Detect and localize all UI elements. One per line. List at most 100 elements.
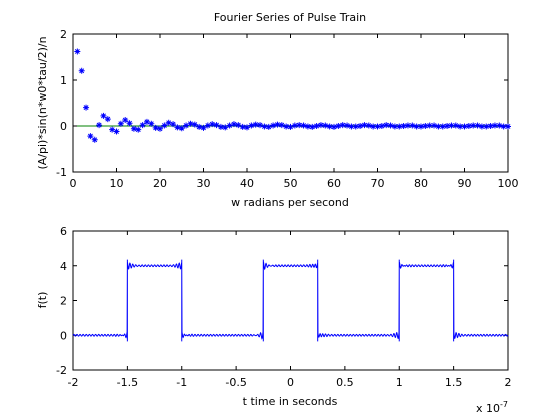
data-point — [152, 124, 159, 131]
data-point — [157, 125, 163, 132]
y-tick-label: 1 — [60, 74, 67, 87]
x-axis-ticks: 0 10 20 30 40 50 60 70 80 90 100 — [70, 34, 519, 190]
data-point — [244, 124, 250, 131]
data-point — [444, 123, 451, 129]
data-point — [139, 122, 146, 129]
data-point — [170, 121, 177, 128]
data-point — [357, 123, 364, 129]
data-point — [313, 123, 320, 129]
data-point — [109, 126, 116, 133]
data-point — [335, 123, 342, 129]
data-point — [400, 123, 407, 129]
data-point — [478, 123, 485, 130]
x-tick-label: 30 — [197, 177, 211, 190]
x-axis-multiplier-exponent: -7 — [500, 400, 508, 409]
data-point — [465, 123, 472, 129]
data-point — [265, 123, 272, 130]
x-tick-label: 10 — [110, 177, 124, 190]
data-points — [74, 48, 511, 143]
x-tick-label: 1 — [396, 376, 403, 389]
data-point — [496, 122, 503, 129]
data-point — [283, 123, 290, 130]
data-point — [296, 122, 303, 129]
data-point — [230, 121, 237, 128]
data-point — [487, 123, 494, 129]
data-point — [317, 122, 324, 129]
data-point — [183, 122, 190, 129]
data-point — [135, 126, 142, 133]
x-axis-label: t time in seconds — [243, 395, 338, 408]
data-point — [383, 122, 390, 129]
data-point — [413, 123, 420, 130]
data-point — [209, 121, 216, 128]
data-point — [148, 120, 155, 127]
x-tick-label: 20 — [153, 177, 167, 190]
pulse-train-chart: -2 -1.5 -1 -0.5 0 0.5 1 1.5 2 -2 0 2 4 6 t time in s… — [36, 225, 512, 415]
x-tick-label: 0 — [70, 177, 77, 190]
x-axis-multiplier-base: x 10 — [476, 402, 500, 415]
data-point — [439, 123, 446, 130]
data-point — [396, 123, 403, 130]
data-point — [196, 123, 203, 130]
data-point — [257, 122, 264, 129]
data-point — [96, 122, 103, 129]
data-point — [130, 125, 137, 132]
data-point — [457, 123, 464, 130]
x-tick-label: 80 — [414, 177, 428, 190]
data-point — [165, 119, 172, 126]
data-point — [104, 116, 111, 123]
data-point — [431, 122, 438, 129]
pulse-train-line — [72, 259, 509, 342]
data-point — [435, 123, 442, 130]
x-tick-label: 2 — [505, 376, 512, 389]
data-point — [239, 123, 246, 130]
x-tick-label: 90 — [458, 177, 472, 190]
data-point — [361, 122, 368, 129]
data-point — [174, 124, 181, 131]
data-point — [274, 121, 281, 128]
x-tick-label: 50 — [284, 177, 298, 190]
data-point — [391, 123, 398, 130]
data-point — [74, 48, 81, 55]
data-point — [426, 122, 433, 129]
y-tick-label: 2 — [60, 295, 67, 308]
data-point — [270, 122, 277, 129]
data-point — [87, 133, 94, 140]
data-point — [126, 120, 133, 127]
data-point — [291, 122, 298, 129]
data-point — [352, 123, 359, 130]
data-point — [326, 123, 333, 130]
y-tick-label: 0 — [60, 120, 67, 133]
data-point — [83, 104, 90, 111]
data-point — [226, 122, 233, 129]
data-point — [287, 123, 294, 130]
x-tick-label: 0.5 — [336, 376, 354, 389]
data-point — [78, 67, 85, 74]
y-axis-label: f(t) — [36, 292, 49, 309]
data-point — [470, 122, 477, 129]
plot-area-frame — [72, 230, 509, 371]
data-point — [365, 122, 372, 129]
data-point — [483, 123, 490, 130]
data-point — [143, 118, 150, 125]
data-point — [374, 123, 381, 130]
data-point — [474, 122, 481, 129]
data-point — [261, 123, 268, 130]
chart-title: Fourier Series of Pulse Train — [214, 11, 366, 24]
data-point — [452, 122, 459, 129]
data-point — [387, 122, 394, 129]
data-point — [100, 112, 107, 119]
x-axis-label: w radians per second — [231, 196, 349, 209]
y-axis-label: (A/pi)*sin(n*w0*tau/2)/n — [36, 36, 49, 169]
data-point — [304, 123, 311, 130]
x-tick-label: -2 — [68, 376, 79, 389]
x-tick-label: -1 — [176, 376, 187, 389]
data-point — [418, 123, 424, 130]
fourier-coefficients-chart: Fourier Series of Pulse Train 0 10 20 30 40 5… — [36, 11, 519, 209]
data-point — [187, 120, 194, 127]
data-point — [113, 128, 120, 135]
y-axis-ticks: -1 0 1 2 — [56, 28, 508, 179]
data-point — [122, 117, 129, 124]
x-tick-label: 100 — [498, 177, 519, 190]
